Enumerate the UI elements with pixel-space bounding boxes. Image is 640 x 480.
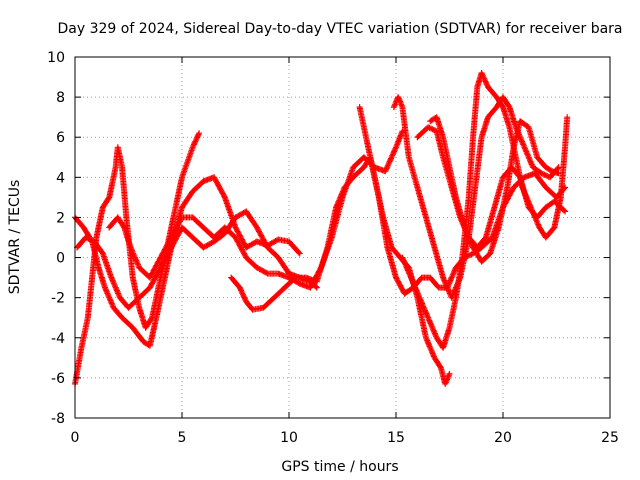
tick-labels: 0 5 10 15 20 25 -8 -6 -4 -2 0 2 4 6 8 10 [47, 50, 619, 446]
series-markers [228, 154, 569, 313]
y-tick-label: 2 [56, 210, 65, 226]
x-tick-label: 20 [494, 430, 512, 446]
series-track-c [74, 208, 320, 311]
y-tick-label: 4 [56, 170, 65, 186]
data-points [72, 70, 571, 387]
y-tick-label: 6 [56, 130, 65, 146]
x-tick-label: 10 [280, 430, 298, 446]
y-tick-label: 0 [56, 251, 65, 267]
x-tick-label: 15 [387, 430, 405, 446]
x-tick-label: 5 [178, 430, 187, 446]
series-markers [74, 208, 320, 311]
y-tick-label: 10 [47, 50, 65, 66]
series-track-d [106, 128, 406, 291]
plot-frame [74, 56, 611, 419]
y-axis-title: SDTVAR / TECUs [7, 180, 23, 295]
y-tick-label: 8 [56, 90, 65, 106]
series-track-e [228, 154, 569, 313]
x-tick-label: 0 [71, 430, 80, 446]
axis-ticks [74, 56, 611, 419]
y-tick-label: -8 [51, 411, 65, 427]
x-tick-label: 25 [601, 430, 619, 446]
y-tick-label: -4 [51, 331, 65, 347]
y-tick-label: -2 [51, 291, 65, 307]
y-tick-label: -6 [51, 371, 65, 387]
series-track-j [427, 114, 562, 265]
grid [75, 57, 610, 418]
series-markers [427, 114, 562, 265]
chart-title: Day 329 of 2024, Sidereal Day-to-day VTE… [57, 21, 622, 37]
series-markers [106, 128, 406, 291]
x-axis-title: GPS time / hours [281, 459, 398, 475]
